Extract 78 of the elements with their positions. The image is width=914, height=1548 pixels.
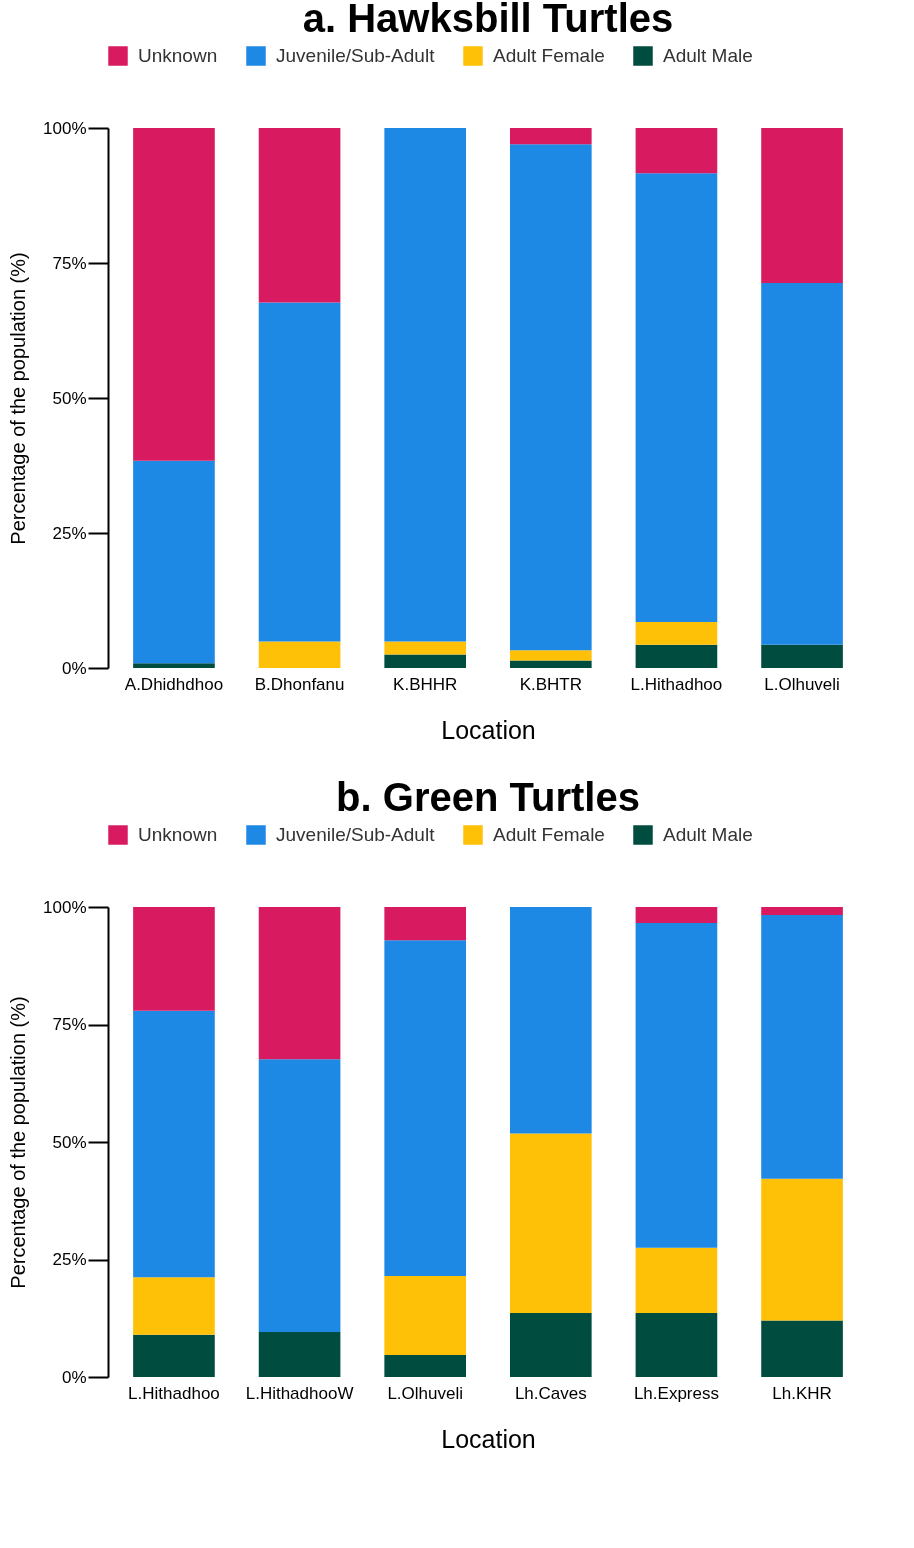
bar	[635, 907, 718, 923]
chart-title: a. Hawksbill Turtles	[302, 0, 674, 40]
bar	[509, 1313, 592, 1377]
bar	[761, 644, 843, 668]
x-tick-label: A.Dhidhdhoo	[124, 674, 224, 694]
bar	[384, 654, 467, 668]
bar	[133, 460, 215, 664]
bar	[635, 922, 718, 1248]
bar	[133, 907, 215, 1011]
bar	[509, 144, 592, 651]
x-tick-label: L.Olhuveli	[764, 674, 840, 694]
legend-label: Juvenile/Sub-Adult	[276, 824, 436, 845]
chart-title: b. Green Turtles	[336, 775, 640, 819]
bar	[258, 128, 341, 303]
bar	[761, 1320, 843, 1377]
x-tick-label: L.Olhuveli	[387, 1383, 463, 1403]
x-tick-label: Lh.KHR	[772, 1383, 832, 1403]
x-tick-label: L.HithadhooW	[245, 1383, 354, 1403]
bar	[384, 1354, 467, 1377]
bar	[635, 622, 718, 645]
bar	[133, 128, 215, 461]
bar	[509, 128, 592, 145]
bar	[384, 641, 467, 655]
bar	[635, 128, 718, 174]
y-tick-label: 25%	[52, 1250, 87, 1269]
x-tick-label: B.Dhonfanu	[254, 674, 345, 694]
bar	[133, 1334, 215, 1377]
y-axis-title: Percentage of the population (%)	[7, 996, 30, 1289]
legend-label: Unknown	[138, 45, 218, 66]
bar	[384, 1275, 467, 1355]
legend-label: Adult Male	[663, 824, 753, 845]
legend-label: Juvenile/Sub-Adult	[276, 45, 436, 66]
bar	[635, 644, 718, 668]
bar	[635, 1313, 718, 1377]
bar	[258, 907, 341, 1060]
x-tick-label: Lh.Caves	[514, 1383, 587, 1403]
legend-label: Adult Female	[493, 45, 605, 66]
y-tick-label: 50%	[52, 388, 87, 408]
bar	[133, 1010, 215, 1278]
bar	[258, 1059, 341, 1332]
y-tick-label: 100%	[43, 118, 87, 138]
x-tick-label: L.Hithadhoo	[128, 1383, 220, 1403]
bar	[509, 660, 592, 668]
bar	[384, 907, 467, 941]
bar	[635, 1247, 718, 1314]
y-tick-label: 50%	[52, 1132, 87, 1152]
bar	[258, 1331, 341, 1377]
bar	[384, 940, 467, 1276]
y-axis-title: Percentage of the population (%)	[7, 252, 30, 545]
bar	[509, 1133, 592, 1314]
legend-label: Adult Male	[663, 45, 753, 66]
x-tick-label: Lh.Express	[633, 1383, 719, 1403]
x-tick-label: K.BHTR	[519, 674, 582, 694]
bar	[258, 641, 341, 668]
bar	[509, 650, 592, 661]
bar	[761, 1178, 843, 1321]
bar	[761, 128, 843, 283]
x-axis-title: Location	[441, 1424, 536, 1453]
x-tick-label: K.BHHR	[393, 674, 458, 694]
x-tick-label: L.Hithadhoo	[630, 674, 723, 694]
legend-label: Adult Female	[493, 824, 605, 845]
bar	[635, 173, 718, 623]
y-tick-label: 25%	[52, 523, 87, 543]
bar	[133, 1277, 215, 1335]
x-axis-title: Location	[441, 715, 536, 744]
bar	[761, 907, 843, 915]
y-tick-label: 100%	[43, 897, 87, 917]
bar	[761, 914, 843, 1179]
bar	[133, 663, 215, 668]
y-tick-label: 75%	[52, 253, 87, 273]
y-tick-label: 0%	[61, 658, 87, 678]
bar	[761, 282, 843, 645]
legend-label: Unknown	[138, 824, 218, 845]
bar	[509, 907, 592, 1134]
y-tick-label: 75%	[52, 1015, 87, 1034]
y-tick-label: 0%	[61, 1367, 87, 1387]
bar	[384, 128, 467, 642]
bar	[258, 302, 341, 642]
